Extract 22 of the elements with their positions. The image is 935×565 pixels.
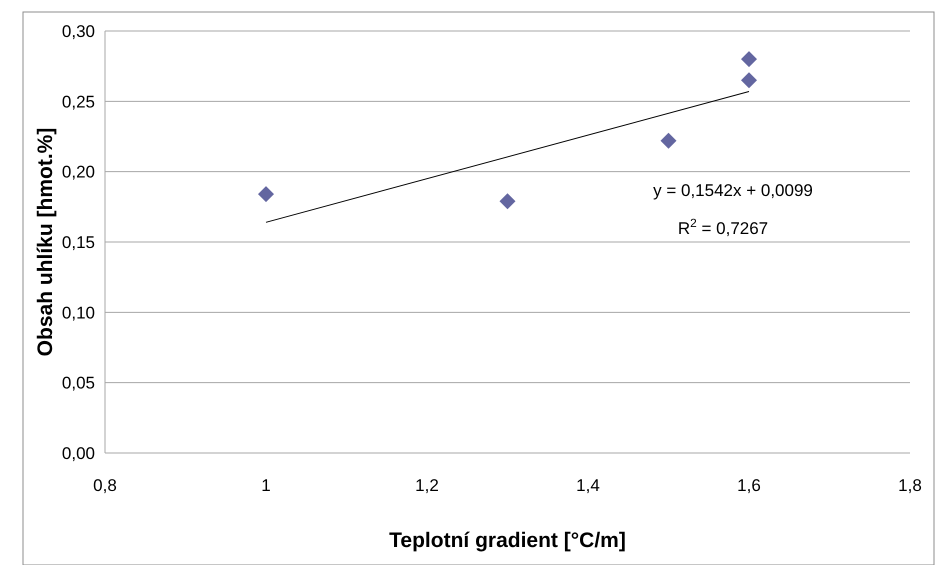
x-tick-label: 0,8 (93, 476, 117, 495)
annotation: y = 0,1542x + 0,0099 (653, 181, 813, 200)
point (500, 193, 516, 210)
x-tick-label: 1 (261, 476, 271, 495)
y-tick-label: 0,05 (62, 374, 95, 393)
x-tick-label: 1,2 (415, 476, 439, 495)
x-tick-label: 1,4 (576, 476, 600, 495)
point (258, 186, 274, 202)
x-tick-label: 1,8 (898, 476, 922, 495)
point (660, 132, 676, 149)
y-tick-label: 0,25 (62, 92, 95, 112)
y-tick-label: 0,10 (62, 303, 95, 322)
y-axis-title: Obsah uhlíku [hmot.%] (34, 128, 57, 356)
x-tick-label: 1,6 (737, 476, 761, 495)
point (741, 72, 757, 88)
point (741, 51, 757, 68)
annotation: R$^{2}$ = 0,7267 (678, 216, 768, 238)
y-tick-label: 0,15 (62, 232, 95, 252)
y-tick-label: 0,00 (62, 444, 95, 463)
y-tick-label: 0,30 (62, 22, 95, 41)
x-axis-title: Teplotní gradient [°C/m] (389, 529, 626, 552)
y-tick-label: 0,20 (62, 162, 95, 182)
